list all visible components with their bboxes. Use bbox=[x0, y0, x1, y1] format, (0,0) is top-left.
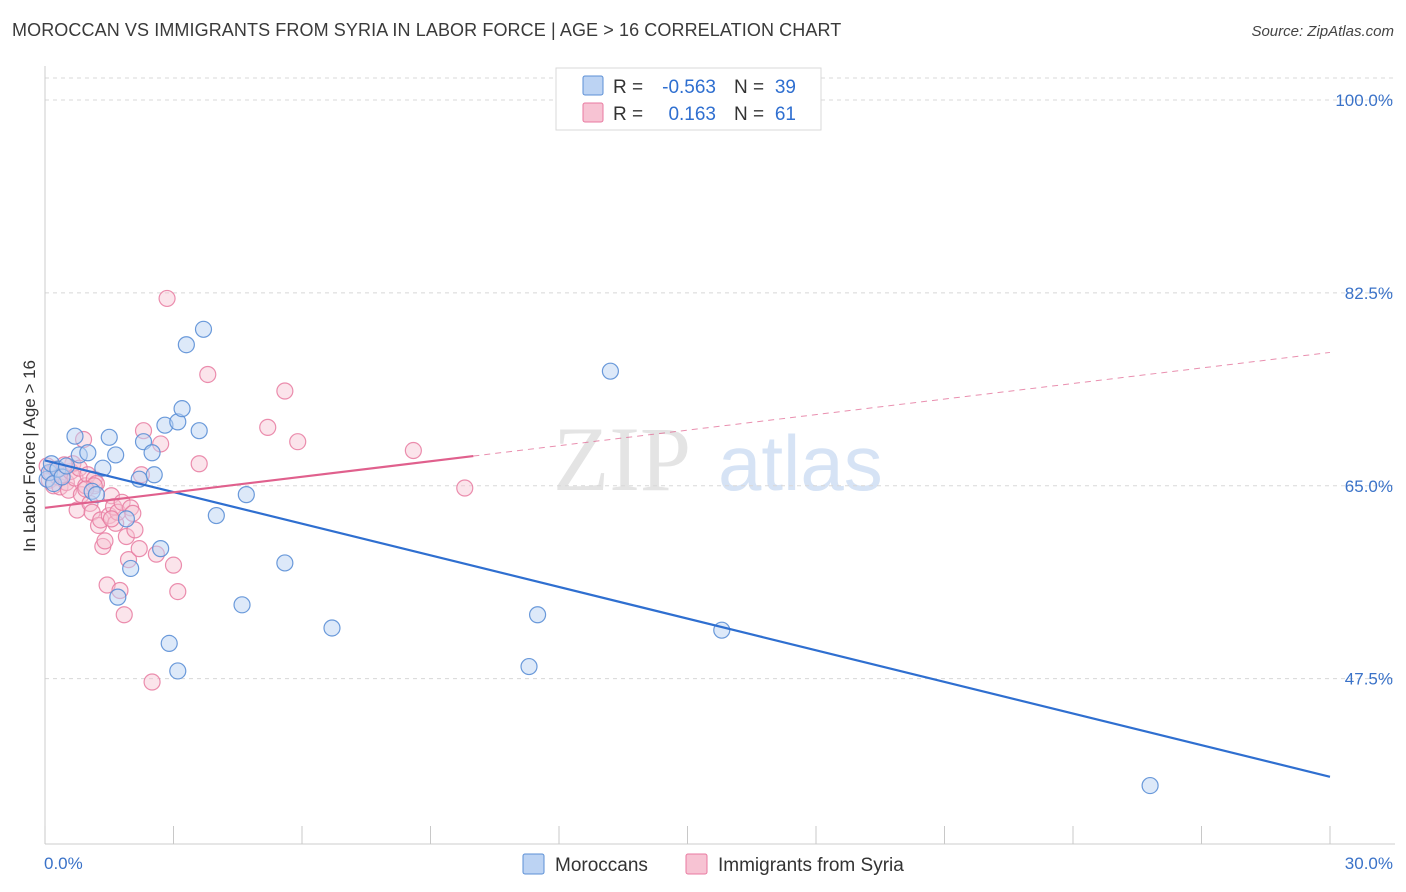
moroccan-point bbox=[601, 362, 620, 380]
syria-trend-extension bbox=[473, 351, 1331, 457]
moroccan-point bbox=[100, 428, 118, 446]
syria-point bbox=[169, 583, 187, 601]
y-tick-label: 47.5% bbox=[1345, 670, 1393, 689]
moroccan-point bbox=[143, 444, 161, 462]
syria-point bbox=[158, 289, 176, 308]
watermark-atlas: atlas bbox=[718, 419, 883, 507]
bottom-legend-label-moroccans: Moroccans bbox=[555, 855, 648, 876]
legend-swatch-blue bbox=[582, 75, 604, 96]
bottom-legend-label-syria: Immigrants from Syria bbox=[718, 855, 904, 876]
moroccan-point bbox=[237, 486, 255, 504]
moroccan-point bbox=[323, 619, 341, 637]
syria-point bbox=[164, 556, 183, 574]
y-tick-label: 100.0% bbox=[1335, 91, 1393, 110]
syria-point bbox=[98, 576, 116, 594]
syria-point bbox=[456, 479, 474, 497]
legend-n-label-2: N = bbox=[734, 104, 764, 125]
moroccan-point bbox=[160, 634, 178, 653]
syria-point bbox=[276, 382, 294, 400]
x-tick-label-max: 30.0% bbox=[1345, 854, 1393, 873]
correlation-legend: R = -0.563 N = 39 R = 0.163 N = 61 bbox=[555, 67, 822, 131]
moroccan-point bbox=[173, 400, 191, 418]
bottom-legend-swatch-pink bbox=[685, 853, 708, 875]
syria-point bbox=[190, 455, 208, 473]
source-label: Source: ZipAtlas.com bbox=[1251, 23, 1394, 40]
y-tick-label: 82.5% bbox=[1345, 284, 1393, 303]
moroccan-point bbox=[233, 596, 251, 614]
legend-n-label-1: N = bbox=[734, 77, 764, 98]
legend-r-label-1: R = bbox=[613, 77, 643, 98]
syria-point bbox=[259, 418, 277, 436]
syria-point bbox=[117, 527, 135, 546]
moroccan-point bbox=[190, 422, 208, 440]
legend-swatch-pink bbox=[582, 102, 604, 123]
axes bbox=[44, 66, 1395, 845]
moroccan-point bbox=[109, 588, 127, 606]
moroccan-point bbox=[169, 662, 187, 680]
legend-r-value-1: -0.563 bbox=[662, 77, 716, 98]
syria-point bbox=[102, 510, 120, 528]
moroccan-point bbox=[528, 606, 547, 624]
moroccan-point bbox=[177, 336, 195, 354]
moroccan-point bbox=[66, 427, 84, 445]
moroccan-point bbox=[107, 446, 125, 464]
series-legend: Moroccans Immigrants from Syria bbox=[522, 853, 904, 876]
syria-point bbox=[115, 606, 133, 624]
grid-lines bbox=[45, 77, 1395, 680]
series-syria-points bbox=[38, 289, 474, 691]
moroccan-point bbox=[520, 657, 538, 676]
series-moroccans-points bbox=[38, 320, 1159, 795]
legend-n-value-2: 61 bbox=[775, 104, 796, 125]
syria-point bbox=[143, 673, 161, 691]
moroccan-point bbox=[1141, 776, 1159, 795]
moroccans-trend-line bbox=[44, 459, 1331, 778]
syria-point bbox=[404, 441, 422, 460]
moroccan-point bbox=[79, 444, 97, 462]
y-axis-label: In Labor Force | Age > 16 bbox=[20, 360, 39, 552]
moroccan-point bbox=[152, 540, 170, 558]
tick-labels: 47.5% 65.0% 82.5% 100.0% 0.0% 30.0% bbox=[44, 91, 1393, 873]
moroccan-point bbox=[145, 466, 163, 484]
moroccan-point bbox=[94, 459, 112, 477]
legend-n-value-1: 39 bbox=[775, 77, 796, 98]
syria-point bbox=[199, 365, 217, 384]
syria-point bbox=[96, 532, 114, 550]
moroccan-point bbox=[194, 320, 213, 338]
x-tick-label-min: 0.0% bbox=[44, 854, 83, 873]
syria-point bbox=[289, 433, 307, 451]
chart-title: MOROCCAN VS IMMIGRANTS FROM SYRIA IN LAB… bbox=[12, 20, 842, 40]
moroccan-point bbox=[122, 559, 140, 578]
watermark-zip: ZIP bbox=[553, 408, 691, 510]
y-tick-label: 65.0% bbox=[1345, 477, 1393, 496]
syria-trend-line bbox=[44, 454, 474, 509]
syria-point bbox=[130, 540, 148, 558]
moroccan-point bbox=[276, 554, 294, 572]
moroccan-point bbox=[207, 506, 225, 525]
legend-r-label-2: R = bbox=[613, 104, 643, 125]
bottom-legend-swatch-blue bbox=[522, 853, 545, 875]
legend-r-value-2: 0.163 bbox=[668, 104, 716, 125]
moroccan-point bbox=[117, 510, 135, 528]
trend-lines bbox=[44, 351, 1331, 778]
